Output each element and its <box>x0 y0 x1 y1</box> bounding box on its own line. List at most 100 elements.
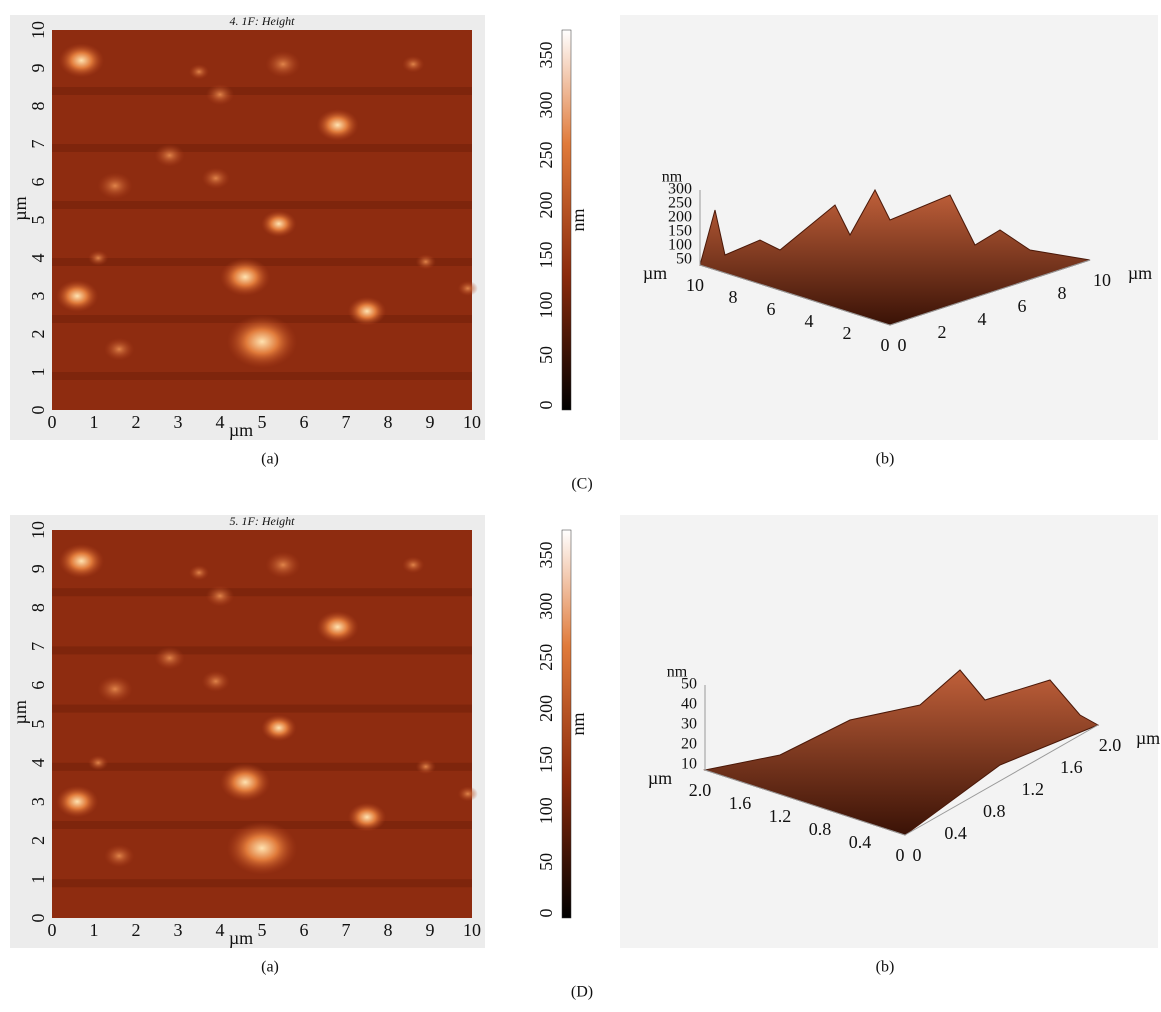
z-tick-label: 150 <box>668 223 692 240</box>
y-tick-label: 8 <box>28 102 48 111</box>
right-tick-label: 2 <box>938 322 947 342</box>
right-tick-label: 2.0 <box>1099 735 1122 755</box>
feature <box>97 675 133 703</box>
right-tick-label: 0 <box>898 335 907 355</box>
caption: (a) <box>261 959 279 976</box>
axis-line <box>699 264 891 326</box>
x-tick-label: 1 <box>90 920 99 940</box>
scan-band <box>52 87 472 95</box>
y-tick-label: 4 <box>28 254 48 263</box>
z-tick-label: 100 <box>668 237 692 254</box>
scan-band <box>52 201 472 209</box>
feature <box>56 280 99 312</box>
z-tick-label: 20 <box>681 736 697 753</box>
left-tick-label: 1.6 <box>729 793 752 813</box>
colorbar-tick-label: 50 <box>536 346 556 364</box>
x-tick-label: 3 <box>174 412 183 432</box>
scan-band <box>52 704 472 713</box>
feature <box>56 785 99 818</box>
x-tick-label: 5 <box>258 920 267 940</box>
axis-line <box>904 724 1099 836</box>
right-tick-label: 0 <box>913 845 922 865</box>
x-tick-label: 4 <box>216 920 225 940</box>
y-tick-label: 1 <box>28 368 48 377</box>
z-tick-label: 10 <box>681 756 697 773</box>
feature <box>88 250 109 266</box>
feature <box>97 172 133 200</box>
x-tick-label: 10 <box>463 920 481 940</box>
feature <box>265 50 301 78</box>
scan-band <box>52 144 472 152</box>
y-tick-label: 10 <box>28 521 48 539</box>
left-tick-label: 2.0 <box>689 780 712 800</box>
x-tick-label: 9 <box>426 412 435 432</box>
feature <box>347 802 387 832</box>
feature <box>457 280 478 296</box>
x-tick-label: 8 <box>384 412 393 432</box>
feature <box>415 759 436 775</box>
y-tick-label: 6 <box>28 178 48 187</box>
feature <box>201 670 230 692</box>
x-axis-label: µm <box>229 928 253 948</box>
feature <box>226 315 298 369</box>
colorbar-tick-label: 200 <box>536 192 556 219</box>
scan-band <box>52 762 472 771</box>
x-tick-label: 7 <box>342 412 351 432</box>
z-tick-label: 40 <box>681 696 697 713</box>
feature <box>457 786 478 802</box>
x-tick-label: 2 <box>132 412 141 432</box>
y-tick-label: 8 <box>28 603 48 612</box>
x-tick-label: 1 <box>90 412 99 432</box>
y-tick-label: 4 <box>28 758 48 767</box>
axis-line <box>889 259 1091 326</box>
y-tick-label: 1 <box>28 875 48 884</box>
feature <box>347 296 387 326</box>
feature <box>261 714 297 742</box>
colorbar-tick-label: 150 <box>536 242 556 269</box>
left-tick-label: 0.4 <box>849 832 872 852</box>
y-tick-label: 9 <box>28 64 48 73</box>
colorbar-tick-label: 50 <box>536 853 556 871</box>
feature <box>104 844 135 868</box>
scan-band <box>52 372 472 380</box>
left-tick-label: 6 <box>767 299 776 319</box>
y-tick-label: 0 <box>28 406 48 415</box>
colorbar-tick-label: 150 <box>536 746 556 773</box>
x-tick-label: 6 <box>300 412 309 432</box>
feature <box>154 144 185 167</box>
feature <box>205 83 235 106</box>
scan-band <box>52 646 472 655</box>
x-tick-label: 6 <box>300 920 309 940</box>
colorbar-tick-label: 300 <box>536 92 556 119</box>
right-tick-label: 0.4 <box>944 823 967 843</box>
feature <box>261 210 297 238</box>
left-tick-label: 0 <box>896 845 905 865</box>
colorbar-tick-label: 0 <box>536 909 556 918</box>
image-title: 4. 1F: Height <box>230 14 296 28</box>
colorbar-tick-label: 100 <box>536 797 556 824</box>
x-tick-label: 9 <box>426 920 435 940</box>
scan-band <box>52 258 472 266</box>
left-tick-label: 0.8 <box>809 819 832 839</box>
feature <box>402 55 425 73</box>
y-tick-label: 3 <box>28 797 48 806</box>
colorbar-tick-label: 300 <box>536 593 556 620</box>
colorbar-tick-label: 250 <box>536 644 556 671</box>
left-tick-label: 1.2 <box>769 806 792 826</box>
right-tick-label: 4 <box>978 309 987 329</box>
figure-label: (D) <box>571 984 593 1001</box>
feature <box>220 763 271 802</box>
x-tick-label: 8 <box>384 920 393 940</box>
z-tick-label: 30 <box>681 716 697 733</box>
colorbar-tick-label: 200 <box>536 695 556 722</box>
colorbar <box>561 529 572 919</box>
right-axis-label: µm <box>1136 728 1160 748</box>
surface <box>703 669 1100 836</box>
x-tick-label: 4 <box>216 412 225 432</box>
x-tick-label: 0 <box>48 412 57 432</box>
y-tick-label: 5 <box>28 720 48 729</box>
x-tick-label: 3 <box>174 920 183 940</box>
left-axis-label: µm <box>648 768 672 788</box>
colorbar-label: nm <box>568 712 588 735</box>
